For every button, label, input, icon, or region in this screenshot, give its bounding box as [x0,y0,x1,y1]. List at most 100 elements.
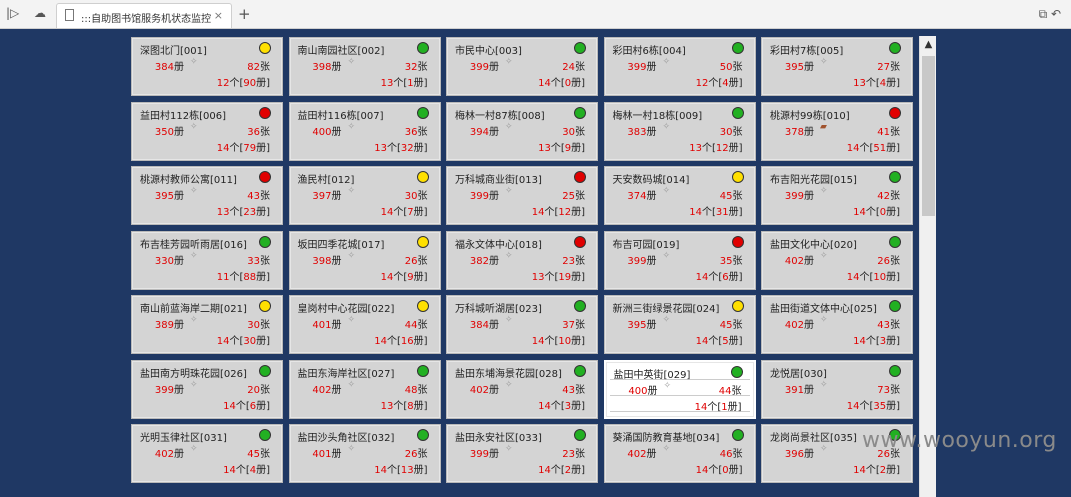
sheet-count: 20张 [247,384,270,396]
card-icon: ✧ [820,57,828,67]
status-indicator [889,171,901,183]
scroll-thumb[interactable] [922,56,935,216]
station-card[interactable]: 市民中心[003] 399册 ✧ 24张 14个[0册] [446,37,598,96]
book-count: 402册 [784,320,814,331]
scroll-up-icon[interactable]: ▲ [924,39,933,50]
station-name: 盐田街道文体中心[025] [770,304,877,315]
station-card[interactable]: 桃源村99栋[010] 378册 ▰ 41张 14个[51册] [761,101,913,161]
station-card[interactable]: 新洲三街绿景花园[024] 395册 ✧ 45张 14个[5册] [603,295,756,354]
station-name: 梅林一村18栋[009] [612,110,703,122]
book-count: 396册 [784,449,814,460]
status-indicator [574,235,586,248]
book-count: 402册 [154,449,184,460]
station-card[interactable]: 盐田街道文体中心[025] 402册 ✧ 43张 14个[3册] [761,295,913,354]
status-indicator [731,42,744,54]
station-card[interactable]: 万科城商业街[013] 399册 ✧ 25张 14个[12册] [446,166,598,225]
card-icon: ✧ [505,444,513,454]
station-card[interactable]: 梅林一村87栋[008] 394册 ✧ 30张 13个[9册] [446,101,598,161]
card-icon: ✧ [347,121,356,132]
station-name: 龙悦居[030] [770,368,827,380]
reservation-count: 14个[0册] [853,207,900,218]
sidebar-toggle-icon[interactable]: |▷ [6,6,20,20]
station-card[interactable]: 渔民村[012] 397册 ✧ 30张 14个[7册] [288,166,441,225]
sheet-count: 26张 [877,255,900,267]
station-card[interactable]: 布吉桂芳园听雨居[016] 330册 ✧ 33张 11个[88册] [131,230,283,290]
reservation-count: 13个[8册] [380,400,428,412]
cloud-icon[interactable]: ☁ [34,6,46,20]
card-icon: ✧ [190,57,198,67]
station-card[interactable]: 梅林一村18栋[009] 383册 ✧ 30张 13个[12册] [603,101,756,161]
sheet-count: 50张 [719,62,743,73]
book-icon: ▰ [820,121,827,132]
station-card[interactable]: 南山前蓝海岸二期[021] 389册 ✧ 30张 14个[30册] [131,295,283,354]
station-card[interactable]: 坂田四季花城[017] 398册 ✧ 26张 14个[9册] [288,230,441,290]
card-icon: ✧ [662,186,671,196]
book-count: 350册 [154,126,184,138]
status-indicator [574,171,586,183]
book-count: 399册 [784,191,814,202]
station-card[interactable]: 深图北门[001] 384册 ✧ 82张 12个[90册] [131,37,283,96]
sheet-count: 25张 [562,191,585,202]
station-card[interactable]: 万科城听湖居[023] 384册 ✧ 37张 14个[10册] [446,295,598,354]
sheet-count: 32张 [404,62,428,73]
reservation-count: 14个[35册] [846,400,900,412]
reservation-count: 14个[13册] [374,465,428,476]
station-card[interactable]: 彩田村7栋[005] 395册 ✧ 27张 13个[4册] [761,37,913,96]
station-card[interactable]: 布吉阳光花园[015] 399册 ✧ 42张 14个[0册] [761,166,913,225]
station-card[interactable]: 福永文体中心[018] 382册 ✧ 23张 13个[19册] [446,230,598,290]
status-indicator [574,300,586,312]
station-name: 福永文体中心[018] [455,239,542,251]
station-name: 南山前蓝海岸二期[021] [140,304,247,315]
status-indicator [889,42,901,54]
card-icon: ✧ [190,250,198,261]
card-icon: ✧ [347,444,356,454]
station-name: 彩田村7栋[005] [770,46,844,57]
station-card[interactable]: 葵涌国防教育基地[034] 402册 ✧ 46张 14个[0册] [603,424,756,483]
station-card[interactable]: 龙悦居[030] 391册 ✧ 73张 14个[35册] [761,359,913,419]
book-count: 401册 [312,449,342,460]
status-indicator [889,106,901,119]
station-card[interactable]: 彩田村6栋[004] 399册 ✧ 50张 12个[4册] [603,37,756,96]
station-card[interactable]: 盐田沙头角社区[032] 401册 ✧ 26张 14个[13册] [288,424,441,483]
vertical-scrollbar[interactable]: ▲ [919,36,936,497]
station-card[interactable]: 盐田中英街[029] 400册 ✧ 44张 14个[1册] [603,359,756,419]
station-card[interactable]: 益田村112栋[006] 350册 ✧ 36张 14个[79册] [131,101,283,161]
book-count: 400册 [312,126,342,138]
reservation-count: 14个[9册] [380,271,428,283]
sheet-count: 44张 [404,320,428,331]
station-card[interactable]: 南山南园社区[002] 398册 ✧ 32张 13个[1册] [288,37,441,96]
book-count: 382册 [469,255,499,267]
station-card[interactable]: 盐田东埔海景花园[028] 402册 ✧ 43张 14个[3册] [446,359,598,419]
new-tab-button[interactable]: + [238,5,251,23]
book-count: 394册 [469,126,499,138]
browser-toolbar: |▷ ☁ :::自助图书馆服务机状态监控: × + ⧉ ↶ [0,0,1071,29]
station-name: 盐田沙头角社区[032] [297,433,395,444]
book-count: 374册 [627,191,657,202]
reservation-count: 13个[32册] [374,142,428,154]
window-controls-icon[interactable]: ⧉ ↶ [1038,7,1061,21]
station-card[interactable]: 龙岗尚景社区[035] 396册 ✧ 26张 14个[2册] [761,424,913,483]
station-card[interactable]: 盐田东海岸社区[027] 402册 ✧ 48张 13个[8册] [288,359,441,419]
close-tab-icon[interactable]: × [213,9,223,22]
book-count: 399册 [469,449,499,460]
card-icon: ✧ [190,444,198,454]
station-name: 盐田东埔海景花园[028] [455,368,562,380]
reservation-count: 14个[6册] [223,400,270,412]
station-card[interactable]: 盐田永安社区[033] 399册 ✧ 23张 14个[2册] [446,424,598,483]
card-icon: ✧ [820,186,828,196]
station-card[interactable]: 桃源村教师公寓[011] 395册 ✧ 43张 13个[23册] [131,166,283,225]
station-name: 盐田南方明珠花园[026] [140,368,247,380]
reservation-count: 14个[16册] [374,336,428,347]
station-card[interactable]: 益田村116栋[007] 400册 ✧ 36张 13个[32册] [288,101,441,161]
station-name: 万科城听湖居[023] [455,304,542,315]
book-count: 402册 [627,449,657,460]
sheet-count: 24张 [562,62,585,73]
station-card[interactable]: 盐田文化中心[020] 402册 ✧ 26张 14个[10册] [761,230,913,290]
station-card[interactable]: 光明玉律社区[031] 402册 ✧ 45张 14个[4册] [131,424,283,483]
station-card[interactable]: 盐田南方明珠花园[026] 399册 ✧ 20张 14个[6册] [131,359,283,419]
station-card[interactable]: 布吉可园[019] 399册 ✧ 35张 14个[6册] [603,230,756,290]
station-card[interactable]: 天安数码城[014] 374册 ✧ 45张 14个[31册] [603,166,756,225]
status-indicator [731,429,744,441]
station-card[interactable]: 皇岗村中心花园[022] 401册 ✧ 44张 14个[16册] [288,295,441,354]
browser-tab[interactable]: :::自助图书馆服务机状态监控: × [56,3,232,28]
